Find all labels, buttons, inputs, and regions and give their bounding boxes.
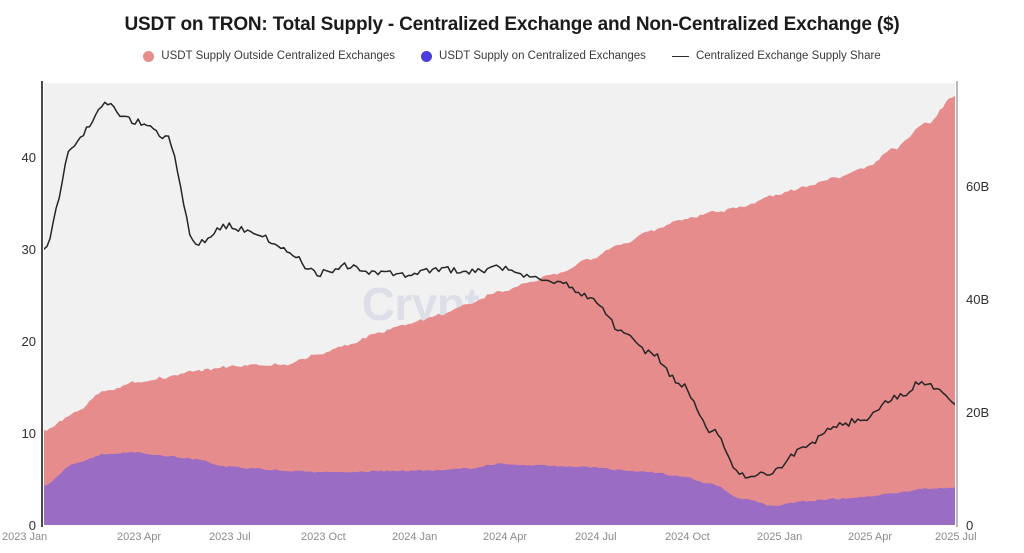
- y-axis-right-tick-40B: 40B: [966, 292, 990, 307]
- y-axis-left-tick-20: 20: [21, 334, 36, 349]
- line-supply-share: [44, 101, 955, 479]
- x-axis-tick-8: 2025 Jan: [757, 531, 803, 543]
- x-axis-tick-10: 2025 Jul: [935, 531, 977, 543]
- x-axis-tick-5: 2024 Apr: [483, 531, 528, 543]
- y-axis-right-tick-20B: 20B: [966, 405, 990, 420]
- legend-item-supply-outside-cex[interactable]: USDT Supply Outside Centralized Exchange…: [143, 50, 395, 62]
- x-axis-tick-4: 2024 Jan: [392, 531, 438, 543]
- chart-title: USDT on TRON: Total Supply - Centralized…: [124, 14, 900, 35]
- area-supply-on-cex: [44, 452, 955, 525]
- y-axis-left-line: [41, 81, 43, 527]
- y-axis-right-line: [956, 81, 958, 527]
- y-axis-left-tick-30: 30: [21, 242, 36, 257]
- legend-label-supply-on-cex: USDT Supply on Centralized Exchanges: [439, 50, 646, 62]
- x-axis-tick-7: 2024 Oct: [665, 531, 710, 543]
- chart-legend: USDT Supply Outside Centralized Exchange…: [0, 50, 1024, 62]
- legend-dot-outside-cex-icon: [143, 50, 155, 62]
- legend-label-supply-share: Centralized Exchange Supply Share: [695, 50, 881, 62]
- x-axis-tick-2: 2023 Jul: [209, 531, 251, 543]
- x-axis-tick-1: 2023 Apr: [117, 531, 162, 543]
- y-axis-right-tick-0: 0: [966, 518, 974, 533]
- legend-item-supply-share[interactable]: Centralized Exchange Supply Share: [671, 50, 881, 62]
- x-axis-tick-0: 2023 Jan: [2, 531, 48, 543]
- plot-svg: [44, 95, 955, 525]
- legend-dot-on-cex-icon: [421, 50, 433, 62]
- x-axis-tick-6: 2024 Jul: [575, 531, 617, 543]
- legend-label-supply-outside-cex: USDT Supply Outside Centralized Exchange…: [161, 50, 396, 62]
- area-supply-outside-cex: [44, 95, 955, 525]
- y-axis-left-tick-40: 40: [21, 150, 36, 165]
- y-axis-left-tick-10: 10: [21, 426, 36, 441]
- legend-line-supply-share-icon: [671, 55, 689, 57]
- legend-item-supply-on-cex[interactable]: USDT Supply on Centralized Exchanges: [421, 50, 646, 62]
- plot-area: CryptoQuant: [44, 83, 955, 525]
- x-axis-tick-3: 2023 Oct: [301, 531, 346, 543]
- y-axis-left-tick-0: 0: [28, 518, 36, 533]
- x-axis-tick-9: 2025 Apr: [848, 531, 893, 543]
- y-axis-right-tick-60B: 60B: [966, 179, 990, 194]
